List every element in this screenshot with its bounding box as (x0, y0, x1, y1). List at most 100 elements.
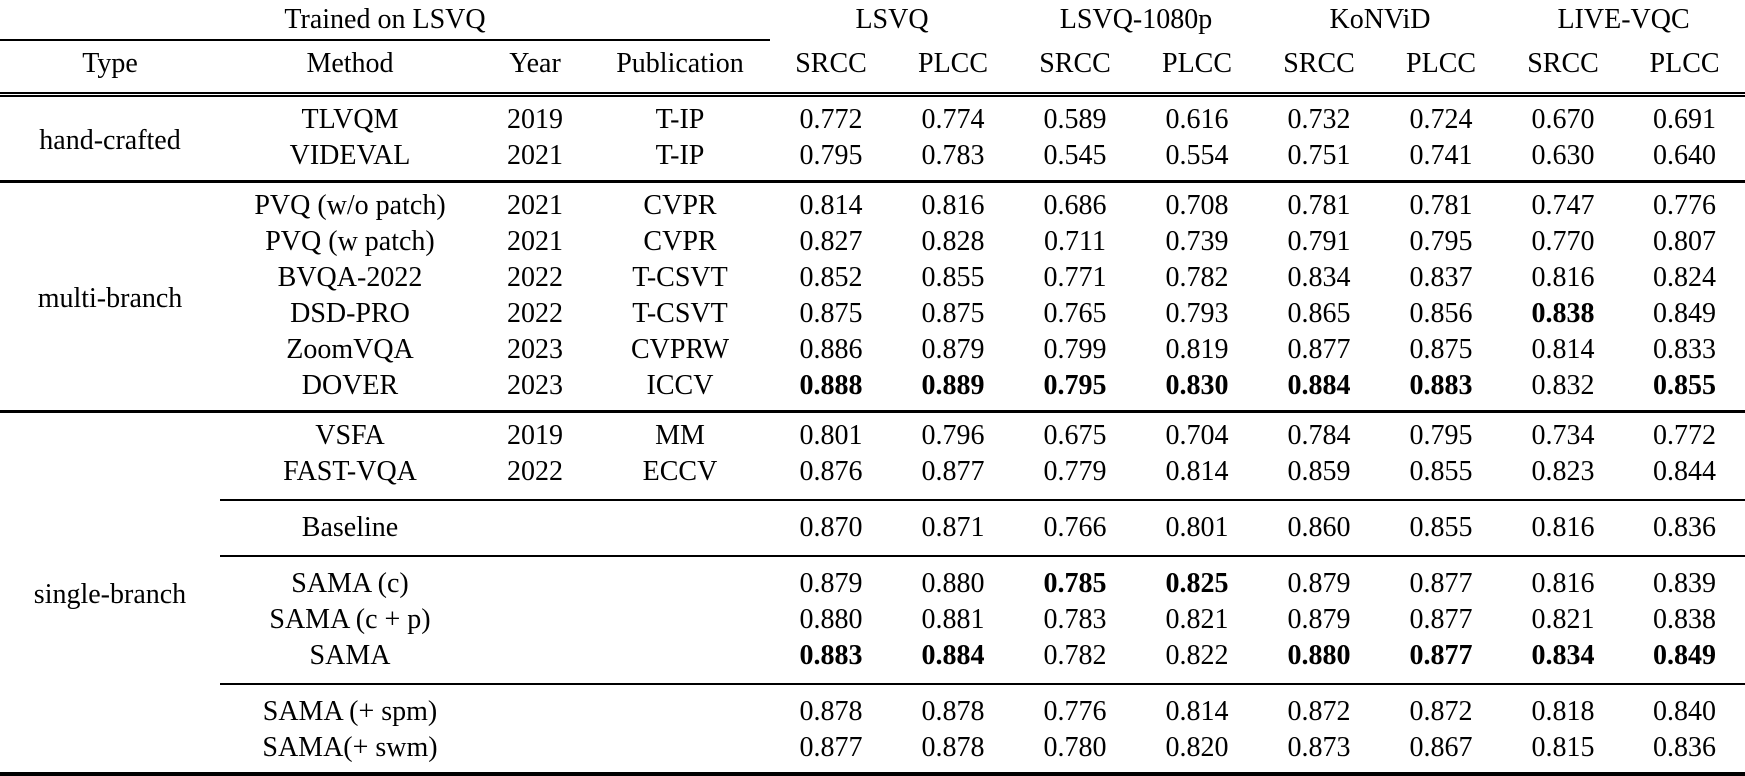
cell-value: 0.844 (1653, 455, 1717, 487)
cell-value: 0.675 (1043, 419, 1107, 451)
cell-publication (590, 638, 770, 684)
col-header-plcc: PLCC (1624, 40, 1745, 97)
cell-value: 0.884 (1287, 369, 1351, 401)
cell-value: 0.772 (799, 103, 863, 135)
cell-method: VIDEVAL (289, 139, 411, 171)
section-hand-crafted: hand-crafted TLVQM 2019 T-IP 0.772 0.774 0.589… (0, 94, 1745, 181)
cell-value: 0.877 (1380, 554, 1503, 602)
cell-value: 0.751 (1287, 139, 1351, 171)
cell-value: 0.816 (1502, 554, 1625, 602)
cell-value: 0.878 (892, 682, 1015, 730)
cell-value: 0.840 (1624, 682, 1745, 730)
cell-value: 0.795 (1409, 225, 1473, 257)
cell-value: 0.747 (1531, 189, 1595, 221)
cell-value: 0.865 (1287, 297, 1351, 329)
cell-value: 0.878 (921, 731, 985, 763)
table-row: FAST-VQA 2022 ECCV 0.876 0.877 0.779 0.814 0.85… (0, 454, 1745, 500)
cell-method: Baseline (220, 498, 480, 556)
cell-value: 0.823 (1531, 455, 1595, 487)
section-multi-branch: multi-branch PVQ (w/o patch) 2021 CVPR 0.814… (0, 181, 1745, 411)
cell-value: 0.855 (921, 261, 985, 293)
table-row: BVQA-2022 2022 T-CSVT 0.852 0.855 0.771 0.782 0… (0, 260, 1745, 296)
cell-value: 0.872 (1380, 682, 1503, 730)
cell-value: 0.877 (799, 731, 863, 763)
cell-value: 0.838 (1653, 603, 1717, 635)
trained-on-header: Trained on LSVQ (0, 0, 771, 41)
cell-value: 0.880 (892, 554, 1015, 602)
cell-method: SAMA (c) (220, 554, 480, 602)
cell-value: 0.855 (1380, 498, 1503, 556)
cell-year: 2019 (507, 419, 563, 451)
cell-year: 2023 (507, 369, 563, 401)
cell-value: 0.883 (1409, 369, 1473, 401)
cell-method: SAMA (309, 639, 391, 671)
cell-value: 0.879 (1258, 554, 1381, 602)
cell-method: SAMA (c + p) (269, 603, 431, 635)
cell-value: 0.852 (799, 261, 863, 293)
cell-value: 0.879 (1287, 603, 1351, 635)
type-label: multi-branch (37, 282, 183, 314)
cell-value: 0.873 (1287, 731, 1351, 763)
cell-value: 0.870 (770, 498, 893, 556)
cell-value: 0.796 (921, 419, 985, 451)
cell-year (480, 498, 590, 556)
cell-value: 0.741 (1409, 139, 1473, 171)
column-header-row: Type Method Year Publication SRCC PLCC S… (0, 40, 1745, 97)
cell-value: 0.849 (1653, 297, 1717, 329)
cell-value: 0.724 (1409, 103, 1473, 135)
cell-method: DOVER (301, 369, 399, 401)
cell-value: 0.771 (1043, 261, 1107, 293)
cell-value: 0.765 (1043, 297, 1107, 329)
table-row: PVQ (w patch) 2021 CVPR 0.827 0.828 0.711 0.73… (0, 224, 1745, 260)
table-row: Baseline 0.870 0.871 0.766 0.801 0.860 0.855 0.… (0, 498, 1745, 556)
cell-value: 0.834 (1287, 261, 1351, 293)
table-row: SAMA 0.883 0.884 0.782 0.822 0.880 0.877 0.834 0… (0, 638, 1745, 684)
cell-year (480, 602, 590, 638)
cell-value: 0.827 (799, 225, 863, 257)
cell-publication: T-CSVT (632, 261, 728, 293)
cell-value: 0.821 (1531, 603, 1595, 635)
cell-value: 0.791 (1287, 225, 1351, 257)
cell-value: 0.779 (1043, 455, 1107, 487)
cell-value: 0.878 (770, 682, 893, 730)
cell-value: 0.816 (921, 189, 985, 221)
cell-value: 0.856 (1409, 297, 1473, 329)
col-header-publication: Publication (590, 40, 771, 97)
group-header-row: Trained on LSVQ LSVQ LSVQ-1080p KoNViD L… (0, 0, 1745, 41)
cell-value: 0.799 (1043, 333, 1107, 365)
cell-value: 0.691 (1653, 103, 1717, 135)
cell-value: 0.877 (1409, 603, 1473, 635)
cell-value: 0.877 (1409, 639, 1473, 671)
cell-method: PVQ (w/o patch) (254, 189, 446, 221)
table-row: DOVER 2023 ICCV 0.888 0.889 0.795 0.830 0.884 0.… (0, 368, 1745, 412)
cell-value: 0.818 (1502, 682, 1625, 730)
col-header-year: Year (480, 40, 590, 97)
cell-value: 0.836 (1653, 731, 1717, 763)
cell-year: 2021 (507, 225, 563, 257)
cell-value: 0.784 (1287, 419, 1351, 451)
dataset-header-live-vqc: LIVE-VQC (1557, 4, 1690, 35)
cell-value: 0.855 (1653, 369, 1717, 401)
type-label: hand-crafted (39, 124, 181, 156)
cell-method: FAST-VQA (283, 455, 417, 487)
cell-value: 0.774 (921, 103, 985, 135)
cell-value: 0.860 (1258, 498, 1381, 556)
cell-value: 0.783 (1043, 603, 1107, 635)
cell-publication: CVPR (643, 189, 717, 221)
table-row: VIDEVAL 2021 T-IP 0.795 0.783 0.545 0.554 0.751… (0, 138, 1745, 182)
cell-method: SAMA (+ spm) (220, 682, 480, 730)
cell-value: 0.883 (799, 639, 863, 671)
cell-value: 0.801 (1136, 498, 1259, 556)
col-header-srcc: SRCC (1014, 40, 1137, 97)
dataset-header-konvid: KoNViD (1329, 4, 1431, 35)
cell-value: 0.770 (1531, 225, 1595, 257)
cell-value: 0.875 (799, 297, 863, 329)
cell-value: 0.780 (1043, 731, 1107, 763)
col-header-method: Method (220, 40, 480, 97)
table-row: single-branch VSFA 2019 MM 0.801 0.796 0.675 0.… (0, 411, 1745, 610)
cell-value: 0.783 (921, 139, 985, 171)
cell-value: 0.849 (1653, 639, 1717, 671)
cell-value: 0.833 (1653, 333, 1717, 365)
cell-value: 0.830 (1165, 369, 1229, 401)
cell-value: 0.782 (1043, 639, 1107, 671)
